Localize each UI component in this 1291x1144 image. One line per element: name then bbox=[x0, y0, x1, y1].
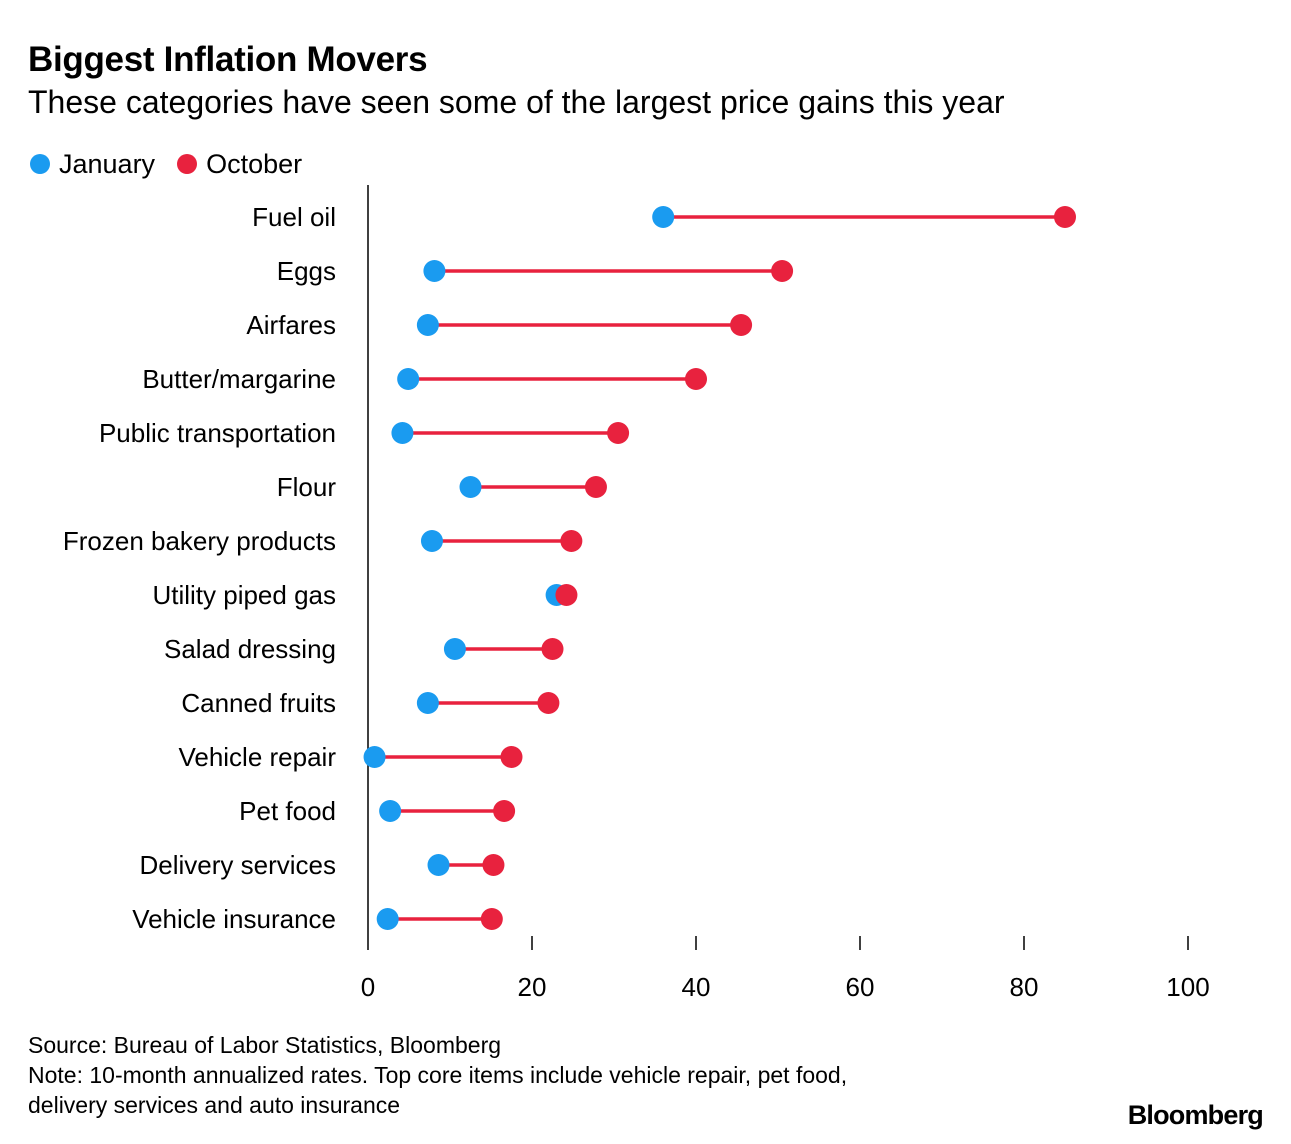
category-label-butter-margarine: Butter/margarine bbox=[142, 364, 336, 394]
october-point-eggs bbox=[771, 260, 794, 282]
chart-title: Biggest Inflation Movers bbox=[28, 40, 428, 79]
category-label-vehicle-insurance: Vehicle insurance bbox=[132, 904, 336, 934]
category-label-airfares: Airfares bbox=[246, 310, 336, 340]
october-point-flour bbox=[584, 476, 607, 498]
january-point-delivery-services bbox=[427, 854, 450, 876]
october-point-frozen-bakery-products bbox=[560, 530, 583, 552]
january-point-vehicle-repair bbox=[363, 746, 386, 768]
legend: January October bbox=[30, 147, 324, 181]
october-point-public-transportation bbox=[607, 422, 630, 444]
chart-subtitle: These categories have seen some of the l… bbox=[28, 84, 1005, 120]
january-point-eggs bbox=[423, 260, 446, 282]
january-point-fuel-oil bbox=[652, 206, 675, 228]
january-point-butter-margarine bbox=[397, 368, 420, 390]
october-point-pet-food bbox=[493, 800, 516, 822]
january-point-frozen-bakery-products bbox=[420, 530, 443, 552]
x-tick-label-80: 80 bbox=[1010, 972, 1039, 1002]
january-point-airfares bbox=[416, 314, 439, 336]
legend-item-october: October bbox=[177, 149, 302, 180]
x-tick-label-0: 0 bbox=[361, 972, 375, 1002]
category-label-frozen-bakery-products: Frozen bakery products bbox=[63, 526, 336, 556]
january-point-pet-food bbox=[379, 800, 402, 822]
legend-label-october: October bbox=[206, 148, 303, 179]
category-label-delivery-services: Delivery services bbox=[140, 850, 337, 880]
october-point-utility-piped-gas bbox=[555, 584, 578, 606]
category-label-flour: Flour bbox=[277, 472, 337, 502]
january-point-vehicle-insurance bbox=[376, 908, 399, 930]
methodology-note-line-2: delivery services and auto insurance bbox=[28, 1092, 401, 1118]
legend-item-january: January bbox=[30, 149, 155, 180]
bloomberg-logo: Bloomberg bbox=[1127, 1100, 1264, 1130]
methodology-note-line-1: Note: 10-month annualized rates. Top cor… bbox=[28, 1062, 848, 1088]
category-label-pet-food: Pet food bbox=[239, 796, 336, 826]
january-point-canned-fruits bbox=[416, 692, 439, 714]
january-point-public-transportation bbox=[391, 422, 414, 444]
x-tick-label-20: 20 bbox=[518, 972, 547, 1002]
x-tick-label-100: 100 bbox=[1166, 972, 1209, 1002]
category-label-salad-dressing: Salad dressing bbox=[164, 634, 336, 664]
october-point-delivery-services bbox=[482, 854, 505, 876]
category-label-public-transportation: Public transportation bbox=[99, 418, 336, 448]
october-point-airfares bbox=[730, 314, 753, 336]
category-label-vehicle-repair: Vehicle repair bbox=[178, 742, 336, 772]
x-tick-label-60: 60 bbox=[846, 972, 875, 1002]
october-point-fuel-oil bbox=[1054, 206, 1076, 228]
october-point-vehicle-repair bbox=[500, 746, 523, 768]
october-point-vehicle-insurance bbox=[480, 908, 503, 930]
category-label-canned-fruits: Canned fruits bbox=[181, 688, 336, 718]
january-point-salad-dressing bbox=[443, 638, 466, 660]
category-label-fuel-oil: Fuel oil bbox=[252, 202, 336, 232]
legend-marker-october bbox=[177, 154, 198, 174]
october-point-canned-fruits bbox=[537, 692, 560, 714]
october-point-salad-dressing bbox=[541, 638, 564, 660]
october-point-butter-margarine bbox=[685, 368, 707, 390]
category-label-utility-piped-gas: Utility piped gas bbox=[152, 580, 336, 610]
legend-marker-january bbox=[30, 154, 50, 174]
chart-footer: Source: Bureau of Labor Statistics, Bloo… bbox=[28, 1030, 847, 1120]
legend-label-january: January bbox=[59, 148, 156, 179]
january-point-flour bbox=[459, 476, 482, 498]
source-note: Source: Bureau of Labor Statistics, Bloo… bbox=[28, 1032, 502, 1058]
category-label-eggs: Eggs bbox=[277, 256, 336, 286]
x-tick-label-40: 40 bbox=[682, 972, 711, 1002]
